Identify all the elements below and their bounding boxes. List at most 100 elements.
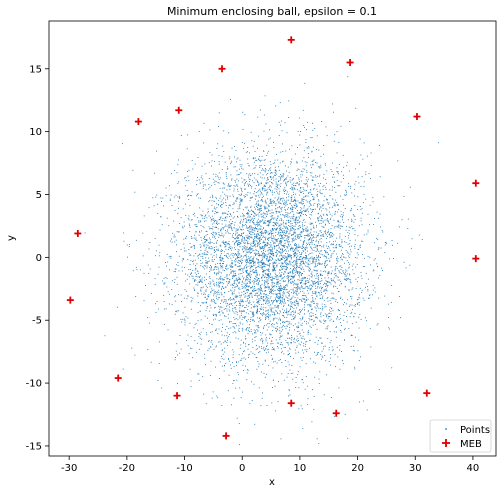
point	[155, 250, 157, 252]
point	[298, 408, 300, 410]
point	[305, 199, 307, 201]
point	[348, 266, 350, 268]
point	[206, 261, 208, 263]
point	[271, 282, 273, 284]
point	[198, 254, 200, 256]
point	[213, 222, 215, 224]
point	[225, 244, 227, 246]
point	[308, 322, 309, 324]
point	[211, 290, 213, 291]
point	[283, 353, 285, 355]
point	[271, 201, 273, 203]
point	[226, 166, 228, 168]
point	[268, 270, 269, 272]
point	[224, 286, 226, 288]
point	[255, 192, 257, 194]
point	[277, 244, 279, 246]
point	[282, 321, 283, 323]
point	[228, 221, 230, 223]
point	[296, 299, 297, 301]
point	[256, 246, 258, 248]
point	[324, 195, 326, 197]
point	[245, 278, 247, 280]
point	[154, 172, 156, 174]
point	[239, 269, 240, 271]
point	[349, 289, 351, 291]
point	[227, 210, 229, 212]
point	[311, 308, 313, 310]
point	[235, 258, 237, 260]
point	[228, 359, 230, 361]
point	[326, 297, 328, 299]
point	[235, 279, 237, 281]
point	[290, 372, 292, 374]
point	[143, 300, 145, 302]
point	[296, 181, 298, 183]
point	[273, 255, 275, 257]
point	[340, 322, 342, 324]
point	[299, 272, 301, 274]
point	[209, 266, 210, 268]
point	[238, 243, 240, 245]
point	[262, 273, 264, 275]
point	[264, 266, 266, 268]
point	[245, 307, 247, 309]
point	[258, 261, 259, 263]
point	[155, 196, 157, 198]
point	[284, 234, 286, 236]
point	[314, 376, 316, 378]
point	[234, 221, 236, 223]
point	[253, 245, 255, 247]
point	[217, 248, 219, 250]
point	[285, 284, 287, 286]
point	[322, 213, 324, 215]
point	[185, 177, 187, 179]
point	[176, 276, 178, 278]
point	[203, 184, 205, 186]
point	[198, 234, 200, 236]
point	[236, 280, 238, 282]
point	[252, 228, 253, 230]
point	[242, 236, 243, 237]
point	[301, 281, 303, 283]
point	[306, 256, 308, 258]
point	[348, 226, 350, 228]
point	[222, 257, 224, 259]
point	[229, 98, 231, 100]
point	[323, 290, 325, 292]
point	[245, 263, 247, 265]
point	[217, 268, 219, 270]
point	[268, 364, 270, 366]
point	[254, 270, 256, 272]
point	[208, 282, 210, 284]
point	[296, 162, 298, 164]
point	[194, 247, 196, 249]
point	[122, 368, 124, 370]
point	[174, 241, 176, 243]
point	[226, 168, 228, 170]
point	[289, 369, 291, 371]
point	[355, 288, 357, 289]
point	[319, 245, 321, 246]
point	[302, 224, 303, 226]
point	[302, 198, 304, 200]
point	[282, 244, 284, 246]
point	[237, 269, 239, 271]
point	[291, 210, 293, 212]
point	[291, 207, 293, 209]
point	[221, 312, 223, 314]
point	[296, 236, 298, 238]
point	[324, 282, 326, 284]
point	[204, 279, 205, 281]
point	[215, 176, 217, 178]
point	[204, 264, 206, 266]
point	[225, 229, 226, 231]
point	[176, 343, 178, 345]
point	[234, 180, 236, 182]
point	[254, 354, 256, 356]
point	[321, 263, 323, 265]
point	[254, 238, 256, 240]
point	[260, 164, 262, 166]
point	[274, 166, 276, 168]
point	[254, 227, 256, 229]
